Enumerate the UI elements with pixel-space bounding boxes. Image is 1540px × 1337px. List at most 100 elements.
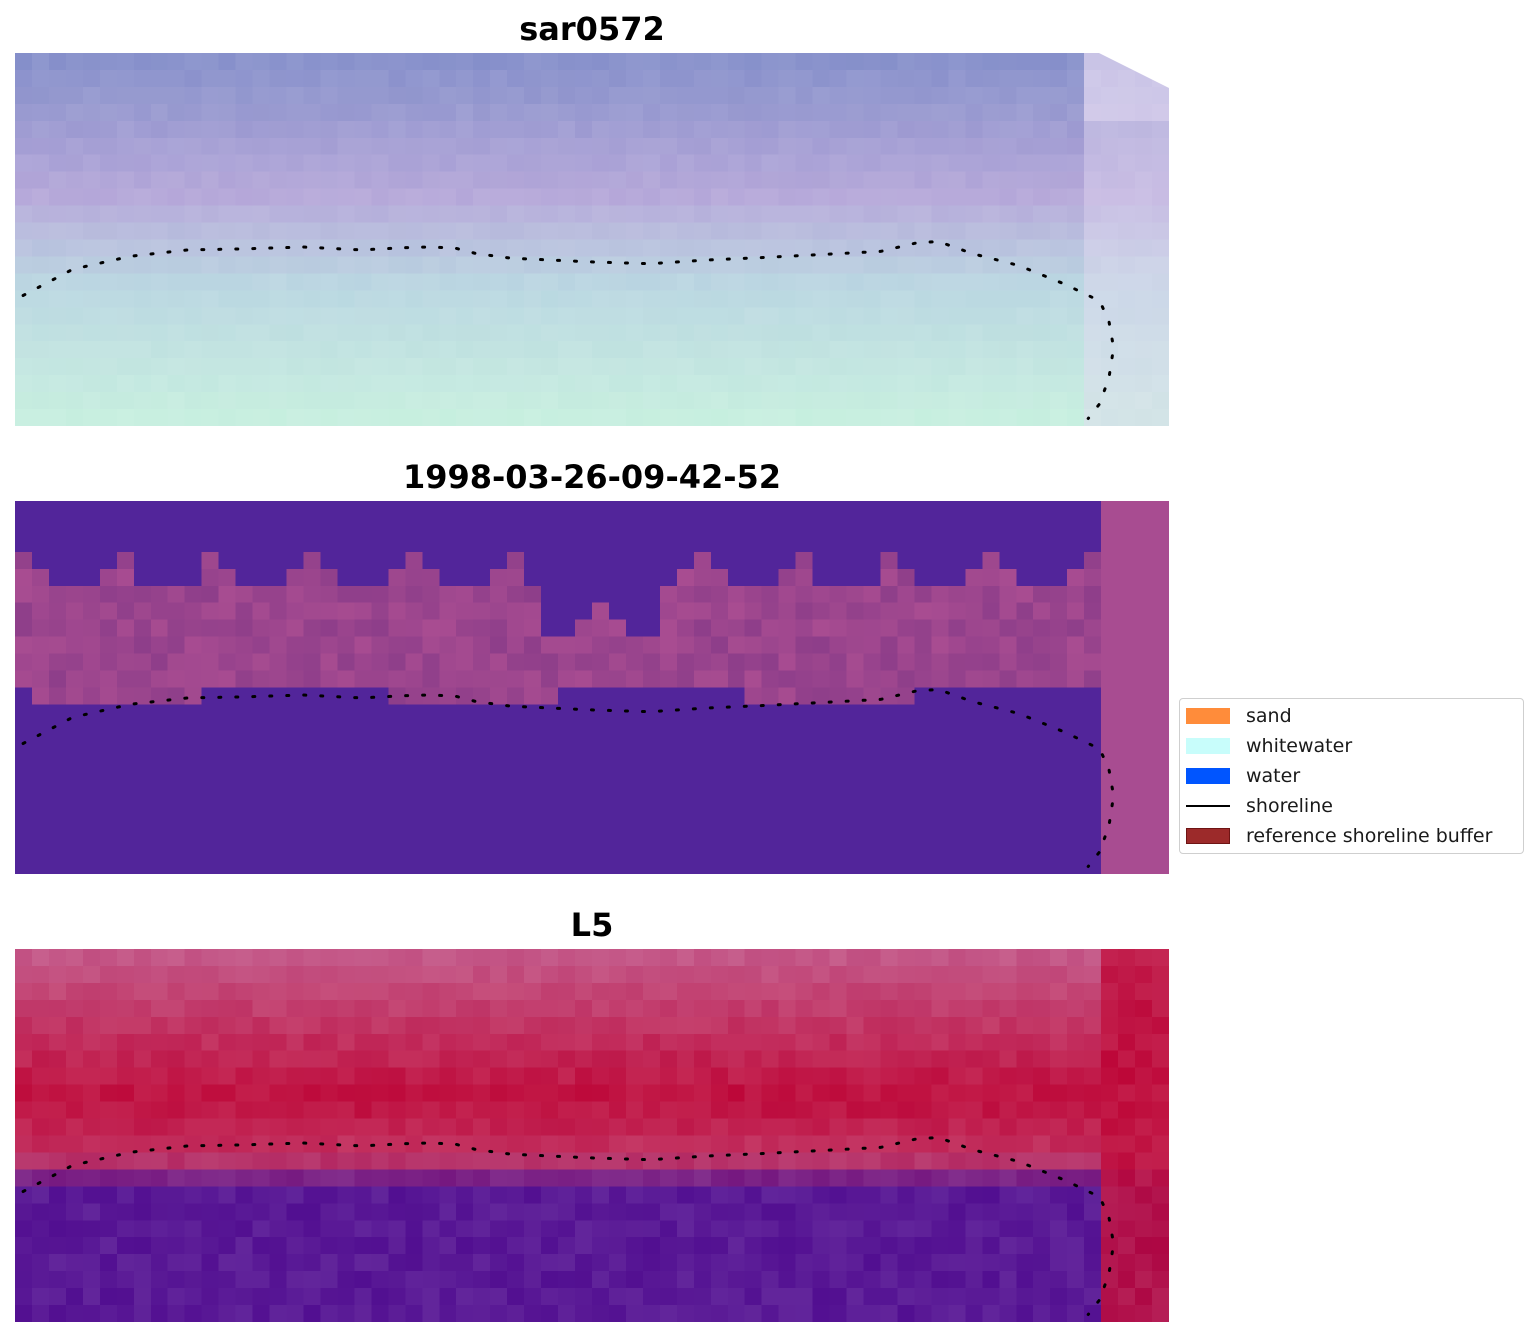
image-pixel bbox=[65, 1186, 84, 1204]
image-pixel bbox=[371, 840, 389, 858]
image-pixel bbox=[167, 53, 186, 71]
image-pixel bbox=[320, 324, 339, 342]
image-pixel bbox=[48, 568, 67, 587]
image-pixel bbox=[490, 171, 508, 190]
image-pixel bbox=[931, 69, 949, 88]
image-pixel bbox=[337, 755, 356, 773]
image-pixel bbox=[1016, 103, 1034, 122]
image-pixel bbox=[575, 636, 593, 655]
image-pixel bbox=[710, 949, 729, 967]
image-pixel bbox=[473, 551, 491, 570]
image-pixel bbox=[218, 1050, 237, 1069]
image-pixel bbox=[524, 1016, 542, 1035]
image-pixel bbox=[727, 1254, 746, 1272]
image-pixel bbox=[235, 307, 254, 325]
image-pixel bbox=[320, 653, 339, 672]
image-pixel bbox=[659, 840, 678, 858]
image-pixel bbox=[405, 392, 423, 410]
image-pixel bbox=[914, 307, 933, 325]
image-pixel bbox=[778, 86, 797, 105]
image-pixel bbox=[965, 982, 983, 1001]
image-pixel bbox=[82, 949, 101, 967]
image-pixel bbox=[48, 1169, 67, 1187]
image-pixel bbox=[778, 619, 797, 638]
image-pixel bbox=[439, 1220, 457, 1238]
image-pixel bbox=[1084, 982, 1102, 1001]
image-pixel bbox=[931, 324, 949, 342]
image-pixel bbox=[286, 501, 305, 519]
image-pixel bbox=[201, 1084, 220, 1103]
image-pixel bbox=[286, 69, 305, 88]
image-pixel bbox=[829, 1101, 848, 1120]
image-pixel bbox=[846, 120, 865, 139]
image-pixel bbox=[1033, 704, 1051, 722]
image-pixel bbox=[150, 585, 169, 604]
image-pixel bbox=[337, 1135, 356, 1154]
image-pixel bbox=[218, 1186, 237, 1204]
image-pixel bbox=[252, 324, 271, 342]
image-pixel bbox=[524, 1033, 542, 1052]
image-pixel bbox=[303, 949, 322, 967]
image-pixel bbox=[286, 341, 305, 359]
image-pixel bbox=[422, 1118, 440, 1137]
image-pixel bbox=[252, 273, 271, 291]
image-pixel bbox=[82, 222, 101, 241]
image-pixel bbox=[48, 755, 67, 773]
image-pixel bbox=[65, 1288, 84, 1306]
image-pixel bbox=[388, 568, 406, 587]
image-pixel bbox=[507, 69, 525, 88]
image-pixel bbox=[269, 1169, 288, 1187]
image-pixel bbox=[965, 704, 983, 722]
image-pixel bbox=[201, 585, 220, 604]
image-pixel bbox=[388, 1305, 406, 1322]
image-pixel bbox=[541, 965, 559, 984]
image-pixel bbox=[388, 86, 406, 105]
image-pixel bbox=[982, 772, 1000, 790]
image-pixel bbox=[269, 999, 288, 1018]
image-pixel bbox=[133, 1254, 152, 1272]
image-pixel bbox=[982, 137, 1000, 156]
image-pixel bbox=[99, 982, 118, 1001]
image-pixel bbox=[1016, 806, 1034, 824]
image-pixel bbox=[795, 256, 814, 274]
image-pixel bbox=[1135, 602, 1153, 621]
image-pixel bbox=[371, 392, 389, 410]
image-pixel bbox=[1135, 1118, 1153, 1137]
image-pixel bbox=[931, 341, 949, 359]
image-pixel bbox=[693, 704, 712, 722]
image-pixel bbox=[948, 999, 966, 1018]
image-pixel bbox=[575, 154, 593, 173]
image-pixel bbox=[184, 806, 203, 824]
image-pixel bbox=[727, 949, 746, 967]
image-pixel bbox=[761, 137, 780, 156]
image-pixel bbox=[15, 619, 33, 638]
image-pixel bbox=[99, 755, 118, 773]
image-pixel bbox=[405, 1135, 423, 1154]
image-pixel bbox=[1084, 69, 1102, 88]
image-pixel bbox=[778, 154, 797, 173]
image-pixel bbox=[218, 1254, 237, 1272]
image-pixel bbox=[82, 120, 101, 139]
image-pixel bbox=[405, 1152, 423, 1170]
image-pixel bbox=[761, 772, 780, 790]
image-pixel bbox=[1152, 687, 1169, 706]
image-pixel bbox=[676, 1169, 695, 1187]
image-pixel bbox=[1101, 1169, 1119, 1187]
image-pixel bbox=[863, 840, 882, 858]
image-pixel bbox=[727, 1169, 746, 1187]
image-pixel bbox=[558, 239, 576, 258]
image-pixel bbox=[65, 171, 84, 190]
image-pixel bbox=[82, 154, 101, 173]
image-pixel bbox=[150, 154, 169, 173]
image-pixel bbox=[1067, 687, 1085, 706]
image-pixel bbox=[982, 171, 1000, 190]
image-pixel bbox=[541, 1118, 559, 1137]
image-pixel bbox=[608, 670, 627, 689]
image-pixel bbox=[422, 154, 440, 173]
image-pixel bbox=[269, 806, 288, 824]
image-pixel bbox=[218, 1084, 237, 1103]
image-pixel bbox=[1084, 670, 1102, 689]
image-pixel bbox=[948, 154, 966, 173]
image-pixel bbox=[150, 568, 169, 587]
image-pixel bbox=[116, 965, 135, 984]
